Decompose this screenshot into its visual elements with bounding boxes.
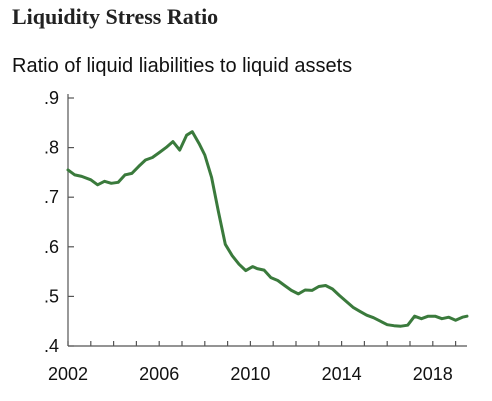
y-tick-label: .5 <box>44 286 59 306</box>
y-tick-label: .8 <box>44 138 59 158</box>
x-tick-label: 2010 <box>230 364 270 384</box>
chart-subtitle: Ratio of liquid liabilities to liquid as… <box>12 55 353 77</box>
x-tick-label: 2006 <box>139 364 179 384</box>
y-tick-label: .7 <box>44 187 59 207</box>
x-tick-label: 2018 <box>413 364 453 384</box>
x-tick-label: 2014 <box>322 364 362 384</box>
y-tick-label: .9 <box>44 88 59 108</box>
y-tick-label: .6 <box>44 237 59 257</box>
x-tick-label: 2002 <box>48 364 88 384</box>
chart-title: Liquidity Stress Ratio <box>12 4 219 29</box>
y-tick-label: .4 <box>44 336 59 356</box>
series-line <box>66 130 469 328</box>
